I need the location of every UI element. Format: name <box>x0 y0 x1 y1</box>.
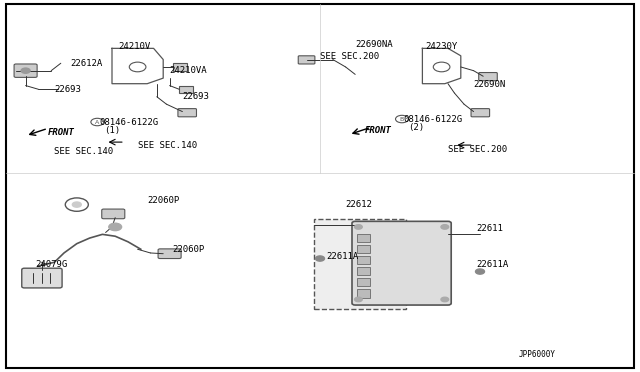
Text: 24230Y: 24230Y <box>426 42 458 51</box>
FancyBboxPatch shape <box>22 268 62 288</box>
FancyBboxPatch shape <box>352 221 451 305</box>
Text: 22612A: 22612A <box>70 59 102 68</box>
Text: 22611: 22611 <box>477 224 504 233</box>
FancyBboxPatch shape <box>298 56 315 64</box>
Text: SEE SEC.200: SEE SEC.200 <box>448 145 507 154</box>
Circle shape <box>355 297 362 302</box>
FancyBboxPatch shape <box>471 109 490 117</box>
Bar <box>179 86 193 93</box>
Text: A: A <box>95 119 99 125</box>
FancyBboxPatch shape <box>314 219 406 309</box>
Text: JPP6000Y: JPP6000Y <box>519 350 556 359</box>
Bar <box>357 289 370 298</box>
Text: SEE SEC.140: SEE SEC.140 <box>138 141 196 150</box>
Bar <box>173 63 187 71</box>
FancyBboxPatch shape <box>158 249 181 259</box>
Bar <box>357 256 370 264</box>
Text: SEE SEC.140: SEE SEC.140 <box>54 147 113 156</box>
Text: FRONT: FRONT <box>48 128 75 137</box>
Bar <box>357 267 370 275</box>
Text: 22693: 22693 <box>182 92 209 101</box>
Text: 22060P: 22060P <box>173 245 205 254</box>
Text: FRONT: FRONT <box>365 126 392 135</box>
FancyBboxPatch shape <box>102 209 125 219</box>
Text: SEE SEC.200: SEE SEC.200 <box>320 52 379 61</box>
Text: 22612: 22612 <box>346 200 372 209</box>
Text: 22611A: 22611A <box>326 252 358 261</box>
Text: 24210VA: 24210VA <box>170 66 207 75</box>
Bar <box>357 234 370 242</box>
Circle shape <box>441 297 449 302</box>
Circle shape <box>441 225 449 229</box>
Text: 22611A: 22611A <box>477 260 509 269</box>
Circle shape <box>355 225 362 229</box>
Text: 22690N: 22690N <box>474 80 506 89</box>
FancyBboxPatch shape <box>178 109 196 117</box>
Text: 24210V: 24210V <box>118 42 150 51</box>
FancyBboxPatch shape <box>479 73 497 81</box>
Circle shape <box>21 68 30 73</box>
Text: 22690NA: 22690NA <box>355 40 393 49</box>
Text: 08146-6122G: 08146-6122G <box>99 118 158 127</box>
Text: 08146-6122G: 08146-6122G <box>403 115 462 124</box>
Text: (1): (1) <box>104 126 120 135</box>
Text: 22060P: 22060P <box>147 196 179 205</box>
Text: (2): (2) <box>408 123 424 132</box>
Text: B: B <box>400 116 404 122</box>
Circle shape <box>72 202 81 207</box>
Circle shape <box>476 269 484 274</box>
Bar <box>357 245 370 253</box>
Text: 22693: 22693 <box>54 85 81 94</box>
Bar <box>357 278 370 286</box>
Circle shape <box>109 223 122 231</box>
Text: 24079G: 24079G <box>35 260 67 269</box>
Circle shape <box>316 256 324 261</box>
FancyBboxPatch shape <box>14 64 37 77</box>
